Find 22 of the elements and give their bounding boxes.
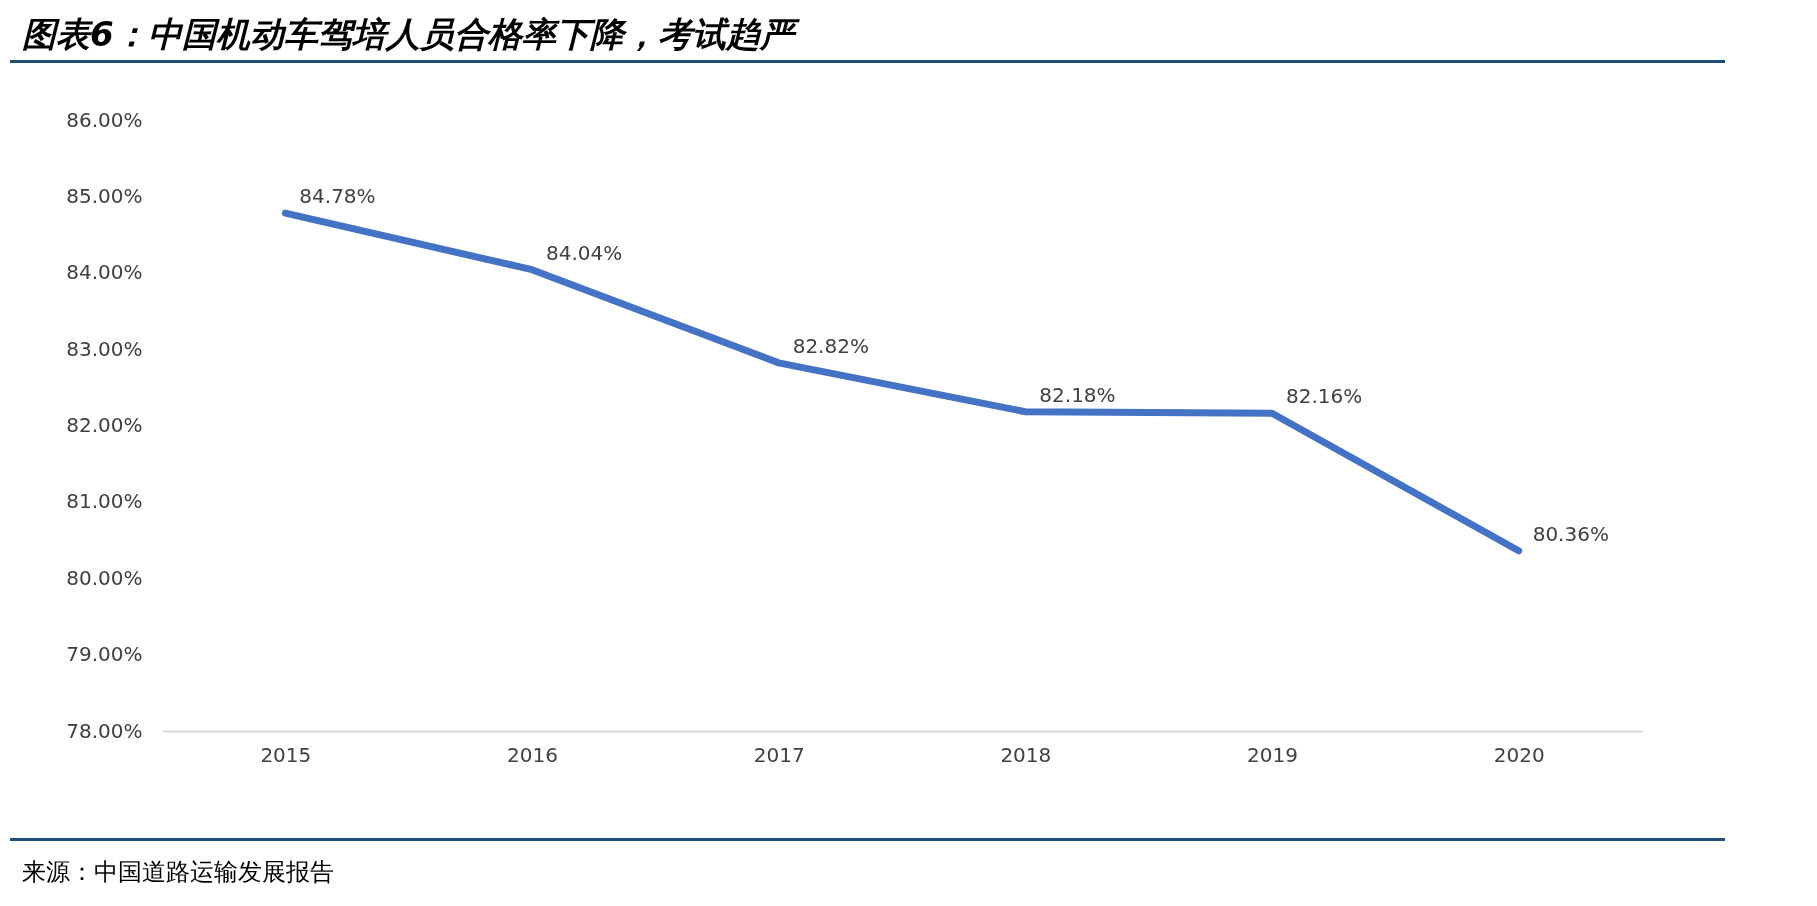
data-label: 84.78%: [299, 184, 376, 209]
y-tick-label: 82.00%: [66, 413, 143, 437]
y-tick-label: 86.00%: [66, 107, 143, 132]
data-label: 82.18%: [1039, 382, 1116, 407]
source-note: 来源：中国道路运输发展报告: [22, 857, 334, 888]
y-tick-label: 84.00%: [66, 260, 143, 285]
data-label: 82.82%: [792, 333, 869, 358]
y-tick-label: 83.00%: [66, 336, 143, 361]
x-tick-label: 2020: [1493, 742, 1545, 767]
x-tick-label: 2017: [753, 742, 805, 767]
data-label: 82.16%: [1286, 384, 1363, 409]
y-tick-label: 81.00%: [66, 489, 143, 514]
x-tick-label: 2015: [260, 742, 312, 767]
x-tick-label: 2019: [1247, 742, 1298, 767]
x-tick-label: 2016: [507, 742, 558, 767]
y-tick-label: 78.00%: [66, 718, 143, 743]
y-tick-label: 80.00%: [66, 565, 143, 590]
y-tick-label: 79.00%: [66, 642, 143, 667]
y-tick-label: 85.00%: [66, 183, 143, 208]
data-label: 84.04%: [546, 240, 623, 265]
data-label: 80.36%: [1532, 521, 1609, 546]
x-tick-label: 2018: [1000, 742, 1052, 767]
